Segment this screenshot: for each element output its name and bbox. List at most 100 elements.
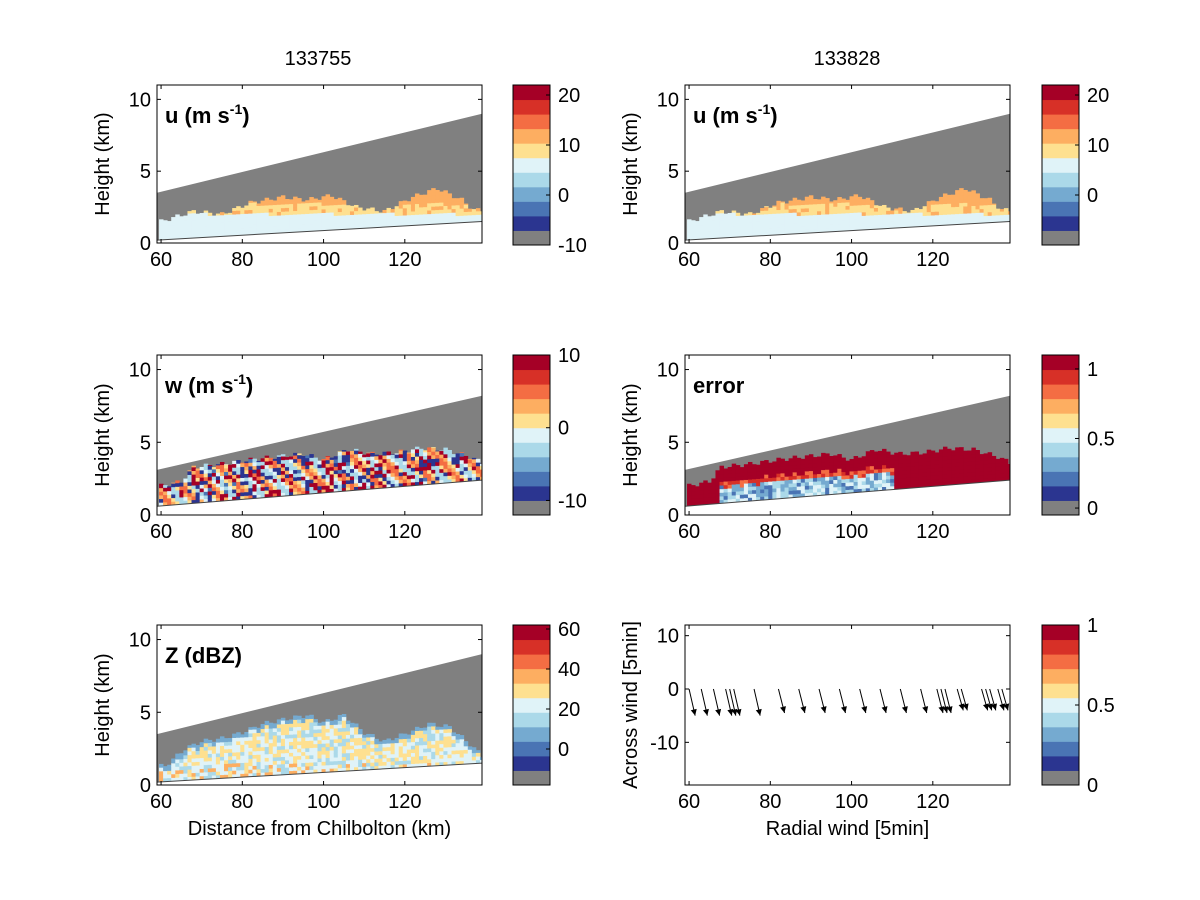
echo-cell	[808, 196, 814, 201]
echo-cell	[203, 750, 209, 755]
echo-cell	[240, 473, 245, 478]
echo-cell	[471, 473, 477, 478]
echo-cell	[248, 751, 253, 756]
echo-cell	[264, 490, 270, 495]
echo-cell	[837, 227, 842, 232]
echo-cell	[886, 214, 891, 219]
echo-cell	[199, 764, 205, 769]
echo-cell	[284, 741, 290, 746]
echo-cell	[463, 474, 469, 479]
echo-cell	[780, 223, 785, 228]
echo-cell	[293, 770, 298, 775]
echo-cell	[926, 208, 932, 213]
echo-cell	[739, 222, 745, 227]
echo-cell	[402, 742, 408, 747]
echo-cell	[179, 753, 184, 756]
echo-cell	[284, 738, 290, 743]
echo-cell	[236, 477, 241, 482]
echo-cell	[906, 212, 911, 217]
echo-cell	[382, 484, 387, 489]
echo-cell	[333, 724, 339, 729]
echo-cell	[195, 481, 201, 486]
echo-cell	[362, 737, 367, 742]
echo-cell	[869, 211, 875, 216]
echo-cell	[951, 206, 956, 211]
echo-cell	[719, 488, 724, 493]
echo-cell	[232, 485, 237, 490]
echo-cell	[869, 222, 875, 227]
echo-cell	[394, 454, 400, 459]
echo-cell	[727, 219, 733, 224]
echo-cell	[752, 471, 757, 476]
echo-cell	[926, 218, 932, 223]
echo-cell	[821, 203, 826, 208]
echo-cell	[187, 213, 192, 218]
echo-cell	[358, 460, 363, 465]
echo-cell	[731, 476, 737, 481]
echo-cell	[297, 476, 302, 481]
echo-cell	[877, 465, 883, 470]
echo-cell	[886, 217, 891, 222]
echo-cell	[829, 202, 834, 207]
echo-cell	[918, 222, 924, 227]
colorbar-swatch	[513, 186, 550, 202]
echo-cell	[268, 742, 274, 747]
echo-cell	[942, 207, 948, 212]
echo-cell	[414, 203, 420, 208]
echo-cell	[938, 471, 944, 476]
echo-cell	[390, 469, 396, 474]
echo-cell	[703, 228, 708, 233]
colorbar-w-left: 100-10	[512, 345, 587, 516]
echo-cell	[812, 225, 818, 230]
echo-cell	[260, 768, 266, 773]
echo-cell	[427, 758, 432, 764]
echo-cell	[926, 468, 932, 473]
echo-cell	[280, 723, 286, 728]
echo-cell	[293, 455, 298, 460]
echo-cell	[240, 758, 245, 763]
echo-cell	[362, 454, 367, 458]
echo-cell	[349, 756, 355, 761]
echo-cell	[394, 749, 400, 754]
echo-cell	[305, 202, 310, 207]
echo-cell	[280, 485, 286, 490]
echo-cell	[439, 472, 444, 477]
echo-cell	[719, 210, 724, 214]
echo-cell	[910, 462, 915, 467]
echo-cell	[248, 213, 253, 218]
echo-cell	[276, 455, 282, 457]
echo-cell	[345, 734, 351, 739]
echo-cell	[882, 457, 887, 462]
x-tick-label: 100	[307, 521, 340, 543]
echo-cell	[756, 221, 761, 226]
echo-cell	[419, 221, 424, 226]
echo-cell	[845, 482, 850, 487]
echo-cell	[244, 462, 249, 467]
echo-cell	[293, 737, 298, 742]
echo-cell	[260, 728, 266, 733]
echo-cell	[354, 461, 359, 466]
echo-cell	[349, 727, 355, 732]
echo-cell	[800, 208, 806, 213]
echo-cell	[987, 478, 993, 483]
echo-cell	[354, 464, 359, 469]
echo-cell	[394, 461, 400, 466]
echo-cell	[256, 205, 261, 210]
echo-cell	[187, 223, 192, 228]
echo-cell	[362, 478, 367, 483]
echo-cell	[942, 452, 948, 457]
echo-cell	[873, 469, 879, 474]
echo-cell	[305, 227, 310, 232]
echo-cell	[410, 218, 416, 223]
echo-cell	[394, 764, 400, 769]
echo-cell	[370, 751, 375, 756]
echo-cell	[309, 729, 314, 734]
echo-cell	[219, 468, 225, 473]
echo-cell	[727, 466, 733, 471]
echo-cell	[435, 740, 440, 745]
echo-cell	[906, 223, 911, 228]
echo-cell	[301, 206, 306, 211]
echo-cell	[175, 497, 180, 502]
echo-cell	[224, 767, 229, 772]
echo-cell	[349, 207, 355, 212]
